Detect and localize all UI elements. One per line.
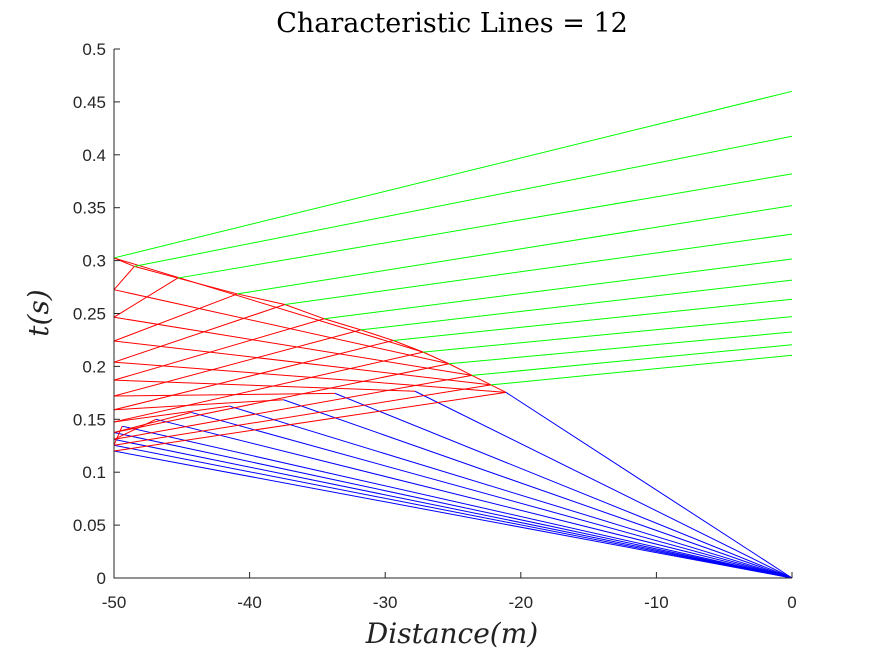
y-tick-label: 0 [97, 569, 106, 588]
blue-characteristic-line [155, 418, 793, 579]
red-characteristic-line [113, 418, 157, 440]
series-layer [113, 90, 793, 579]
y-tick-label: 0.45 [73, 93, 106, 112]
red-characteristic-line [113, 361, 506, 393]
x-tick-label: -10 [644, 593, 669, 612]
red-characteristic-line [113, 392, 336, 397]
red-characteristic-line [113, 257, 135, 267]
green-characteristic-line [113, 90, 793, 259]
x-axis-ticks: -50 -40 -30 -20 -10 0 [102, 572, 797, 612]
y-tick-label: 0.5 [82, 40, 106, 59]
red-characteristic-line [113, 374, 473, 440]
green-characteristic-line [490, 354, 793, 386]
red-characteristic-line [360, 329, 394, 341]
y-tick-label: 0.1 [82, 463, 106, 482]
red-characteristic-line [113, 257, 424, 353]
y-tick-label: 0.35 [73, 199, 106, 218]
red-characteristic-line [113, 425, 123, 446]
red-characteristic-line [113, 351, 424, 423]
y-tick-label: 0.2 [82, 357, 106, 376]
x-tick-label: 0 [787, 593, 796, 612]
blue-characteristic-line [113, 444, 793, 579]
blue-characteristic-line [113, 438, 793, 579]
green-characteristic-line [284, 233, 793, 306]
green-characteristic-line [448, 331, 793, 365]
red-characteristic-line [113, 318, 325, 381]
x-axis-label: Distance(m) [365, 617, 538, 650]
green-characteristic-line [237, 205, 793, 295]
x-tick-label: -20 [509, 593, 534, 612]
y-axis-ticks: 0 0.05 0.1 0.15 0.2 0.25 0.3 0.35 0.4 0.45 0.5 [73, 40, 120, 588]
red-characteristic-line [113, 293, 238, 342]
red-characteristic-line [113, 339, 394, 411]
red-characteristic-line [113, 411, 192, 434]
red-characteristic-line [422, 351, 450, 365]
red-characteristic-line [113, 405, 230, 423]
red-characteristic-line [113, 266, 135, 291]
red-characteristic-line [113, 399, 284, 411]
y-tick-label: 0.4 [82, 146, 106, 165]
red-characteristic-line [113, 289, 450, 365]
red-characteristic-line [324, 318, 361, 331]
blue-characteristic-line [283, 399, 793, 579]
red-characteristic-line [113, 277, 178, 318]
x-tick-label: -40 [237, 593, 262, 612]
y-tick-label: 0.05 [73, 516, 106, 535]
red-characteristic-line [113, 384, 492, 446]
blue-characteristic-line [229, 405, 793, 579]
green-characteristic-line [177, 173, 793, 279]
red-characteristic-line [113, 363, 450, 434]
red-characteristic-line [471, 374, 492, 386]
green-characteristic-line [324, 258, 793, 320]
red-characteristic-line [177, 277, 238, 295]
axis-lines [113, 49, 792, 579]
red-characteristic-line [113, 304, 286, 363]
blue-characteristic-line [505, 391, 793, 579]
red-characteristic-line [237, 293, 285, 305]
chart-title: Characteristic Lines = 12 [276, 8, 628, 39]
y-tick-label: 0.25 [73, 305, 106, 324]
blue-characteristic-line [113, 450, 793, 579]
red-characteristic-line [113, 316, 473, 376]
red-characteristic-line [393, 340, 424, 353]
red-characteristic-line [113, 329, 361, 397]
blue-characteristic-line [122, 425, 793, 579]
red-characteristic-line [284, 304, 325, 320]
x-tick-label: -50 [102, 593, 127, 612]
blue-characteristic-line [414, 390, 793, 579]
x-tick-label: -30 [373, 593, 398, 612]
green-characteristic-line [423, 316, 793, 353]
y-tick-label: 0.15 [73, 410, 106, 429]
blue-characteristic-line [334, 392, 793, 579]
y-axis-label: t(s) [22, 289, 55, 336]
green-characteristic-line [360, 279, 793, 331]
red-characteristic-line [490, 384, 507, 393]
green-characteristic-line [471, 344, 793, 376]
red-characteristic-line [448, 363, 473, 376]
red-characteristic-line [113, 379, 416, 392]
y-tick-label: 0.3 [82, 252, 106, 271]
green-characteristic-line [134, 135, 793, 267]
axes [113, 49, 792, 579]
red-characteristic-line [113, 340, 492, 386]
red-characteristic-line [134, 265, 178, 279]
green-characteristic-line [393, 298, 793, 341]
blue-characteristic-line [191, 411, 793, 579]
red-characteristic-line [113, 391, 506, 452]
blue-characteristic-line [113, 432, 793, 579]
